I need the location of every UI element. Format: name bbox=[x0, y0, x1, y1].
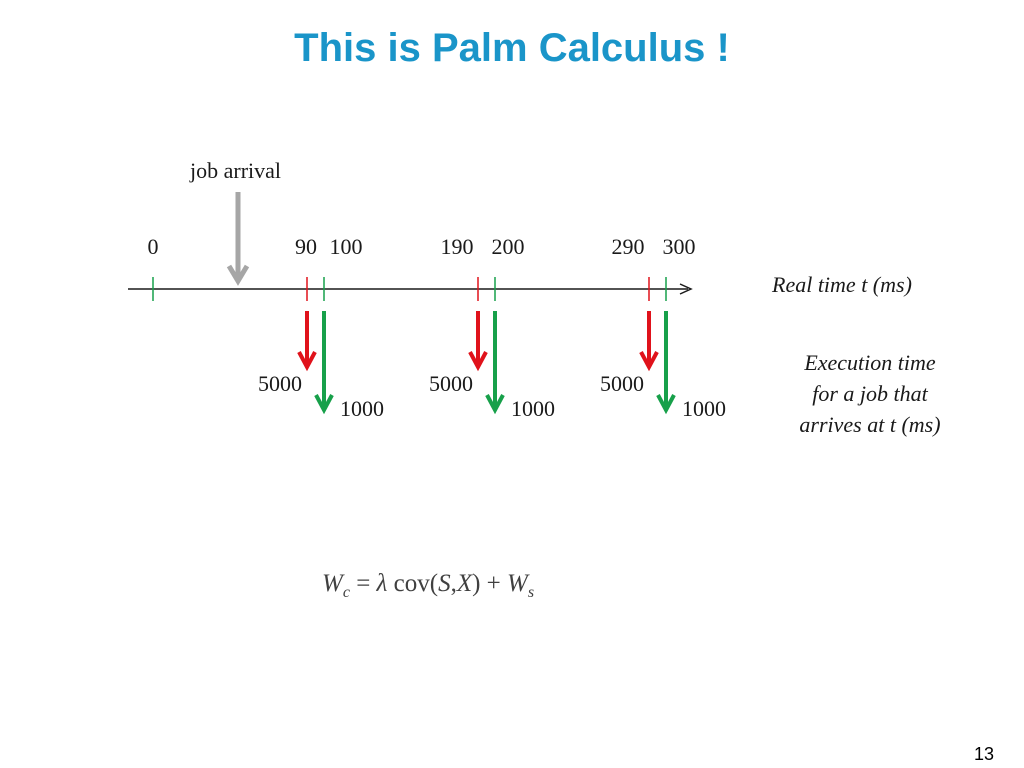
tick-label: 290 bbox=[612, 234, 645, 259]
tick-label: 200 bbox=[492, 234, 525, 259]
time-axis-arrowhead bbox=[679, 283, 693, 295]
tick-label: 300 bbox=[663, 234, 696, 259]
slide-title: This is Palm Calculus ! bbox=[294, 26, 730, 70]
green-exec-label: 1000 bbox=[340, 396, 384, 421]
formula-lambda: λ bbox=[376, 570, 388, 597]
formula-arg-s: S bbox=[438, 570, 451, 597]
green-arrow-head bbox=[314, 394, 334, 415]
formula-comma: , bbox=[450, 570, 457, 597]
tick-label: 0 bbox=[148, 234, 159, 259]
tick-marks bbox=[152, 277, 667, 301]
execution-labels: 5000 1000 5000 1000 5000 1000 bbox=[258, 371, 726, 421]
side-label-line-3: arrives at t (ms) bbox=[799, 412, 940, 437]
red-arrow-head bbox=[297, 351, 317, 372]
formula-equals: = bbox=[356, 570, 371, 597]
green-exec-label: 1000 bbox=[682, 396, 726, 421]
green-exec-label: 1000 bbox=[511, 396, 555, 421]
job-arrival-label: job arrival bbox=[189, 158, 281, 183]
formula-rhs-var: W bbox=[507, 570, 528, 597]
tick-labels: 0 90 100 190 200 290 300 bbox=[148, 234, 696, 259]
formula-lhs-var: W bbox=[322, 570, 343, 597]
job-arrival-arrow-head bbox=[226, 264, 250, 286]
formula-plus: + bbox=[486, 570, 501, 597]
tick-label: 90 bbox=[295, 234, 317, 259]
execution-arrows bbox=[297, 311, 676, 415]
red-arrow-head bbox=[639, 351, 659, 372]
red-exec-label: 5000 bbox=[600, 371, 644, 396]
formula-open-paren: ( bbox=[429, 570, 439, 597]
formula-close-paren: ) bbox=[472, 570, 481, 597]
tick-label: 190 bbox=[441, 234, 474, 259]
side-label-line-2: for a job that bbox=[812, 381, 928, 406]
formula: Wc = λ cov(S,X) + Ws bbox=[322, 570, 534, 602]
formula-lhs-sub: c bbox=[342, 584, 350, 601]
formula-cov: cov bbox=[393, 570, 430, 597]
page-number: 13 bbox=[974, 744, 995, 764]
formula-arg-x: X bbox=[456, 570, 473, 597]
formula-rhs-sub: s bbox=[527, 584, 535, 601]
side-label-line-1: Execution time bbox=[803, 350, 936, 375]
red-exec-label: 5000 bbox=[429, 371, 473, 396]
red-exec-label: 5000 bbox=[258, 371, 302, 396]
axis-label: Real time t (ms) bbox=[771, 272, 912, 297]
tick-label: 100 bbox=[330, 234, 363, 259]
green-arrow-head bbox=[656, 394, 676, 415]
red-arrow-head bbox=[468, 351, 488, 372]
green-arrow-head bbox=[485, 394, 505, 415]
